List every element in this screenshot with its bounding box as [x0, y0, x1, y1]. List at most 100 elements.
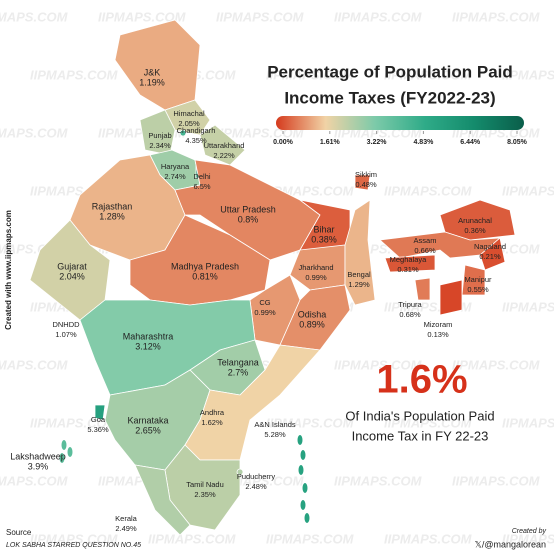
region [59, 440, 73, 463]
map [29, 19, 516, 536]
watermark: IIPMAPS.COM [30, 531, 119, 546]
watermark: IIPMAPS.COM [334, 9, 423, 24]
island [297, 435, 303, 445]
region-name: A&N Islands [254, 420, 296, 429]
legend-tick-label: 8.05% [507, 139, 528, 146]
legend-tick-label: 1.61% [320, 139, 341, 146]
source-label: Source [6, 528, 32, 537]
region-name: Kerala [115, 514, 138, 523]
region-name: Karnataka [127, 415, 168, 425]
side-credit: Created with www.iipmaps.com [4, 210, 13, 330]
region [344, 199, 376, 306]
headline: 1.6% [376, 358, 467, 402]
region-name: Jharkhand [298, 263, 333, 272]
region-value: 2.35% [194, 490, 216, 499]
watermark: IIPMAPS.COM [266, 531, 355, 546]
island [298, 465, 304, 475]
region-name: Uttarakhand [204, 141, 245, 150]
region-name: Bengal [347, 270, 371, 279]
region [184, 344, 321, 461]
region [439, 279, 463, 316]
region-name: Delhi [193, 172, 210, 181]
island [300, 500, 306, 510]
watermark: IIPMAPS.COM [148, 531, 237, 546]
region-value: 2.48% [245, 482, 267, 491]
watermark: IIPMAPS.COM [30, 415, 119, 430]
region-label: J&K1.19% [139, 67, 165, 87]
island [300, 450, 306, 460]
region-name: Gujarat [57, 261, 87, 271]
region [139, 109, 176, 156]
region-name: Punjab [148, 131, 171, 140]
watermark: IIPMAPS.COM [0, 473, 69, 488]
region-value: 0.66% [414, 246, 436, 255]
island [67, 447, 73, 457]
region-value: 0.68% [399, 310, 421, 319]
island [61, 440, 67, 450]
region [354, 174, 371, 191]
region-value: 0.48% [355, 180, 377, 189]
region-value: 0.31% [397, 265, 419, 274]
region-name: Assam [414, 236, 437, 245]
region-name: Manipur [464, 275, 492, 284]
watermark: IIPMAPS.COM [266, 67, 355, 82]
region-name: Goa [91, 415, 106, 424]
region-value: 0.8% [238, 214, 259, 224]
region-value: 1.07% [55, 330, 77, 339]
watermark: IIPMAPS.COM [502, 415, 554, 430]
watermark: IIPMAPS.COM [452, 9, 541, 24]
region [384, 254, 436, 273]
region [179, 129, 187, 137]
region-value: 2.04% [59, 271, 85, 281]
region [297, 435, 310, 523]
legend-tick-label: 6.44% [460, 139, 481, 146]
watermark: IIPMAPS.COM [0, 357, 69, 372]
watermark: IIPMAPS.COM [334, 357, 423, 372]
region-name: Sikkim [355, 170, 377, 179]
region [94, 404, 106, 421]
island [302, 483, 308, 493]
island [59, 453, 65, 463]
region-name: J&K [144, 67, 161, 77]
region-name: Arunachal [458, 216, 492, 225]
region-name: Chandigarh [177, 126, 216, 135]
region-name: Odisha [298, 309, 327, 319]
source-text: LOK SABHA STARRED QUESTION NO.45 [6, 542, 141, 549]
region-name: Tamil Nadu [186, 480, 224, 489]
watermark: IIPMAPS.COM [452, 473, 541, 488]
region-value: 3.9% [28, 461, 49, 471]
region-value: 0.55% [467, 285, 489, 294]
region-name: Tripura [398, 300, 422, 309]
region [199, 124, 246, 166]
region-name: Bihar [313, 224, 334, 234]
region-name: Telangana [217, 357, 259, 367]
region-value: 1.62% [201, 418, 223, 427]
legend-tick-label: 4.83% [413, 139, 434, 146]
watermark: IIPMAPS.COM [384, 183, 473, 198]
watermark: IIPMAPS.COM [502, 67, 554, 82]
